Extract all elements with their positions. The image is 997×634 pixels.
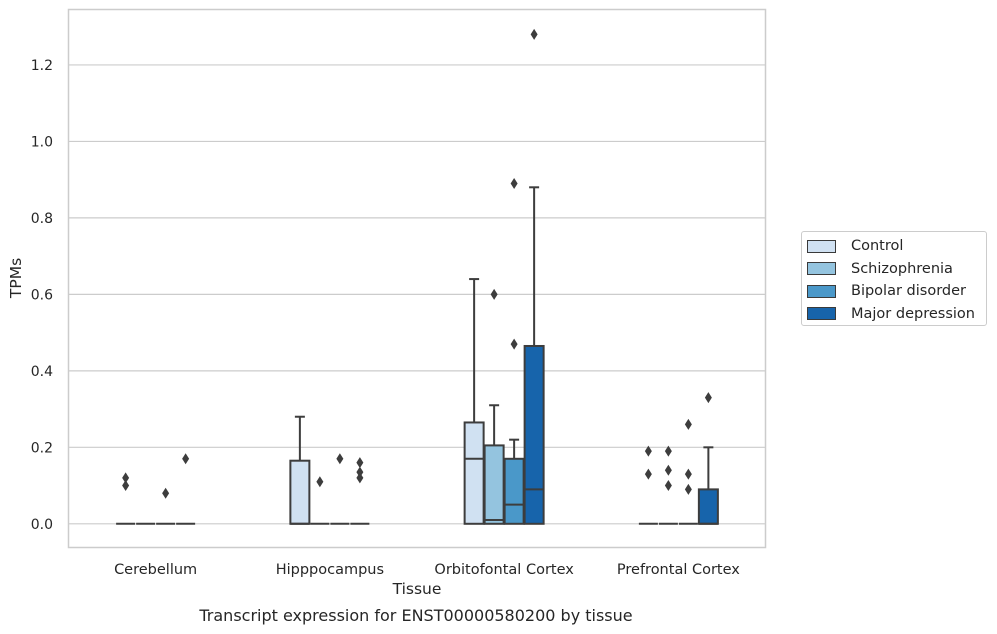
outlier-point <box>356 457 364 469</box>
legend-item-bipolar-disorder: Bipolar disorder <box>807 280 986 303</box>
x-tick-label: Cerebellum <box>114 562 197 578</box>
outlier-point <box>510 177 518 189</box>
legend-item-schizophrenia: Schizophrenia <box>807 258 986 281</box>
outlier-point <box>664 464 672 476</box>
outlier-point <box>490 288 498 300</box>
legend-label: Control <box>851 238 904 255</box>
y-tick-label: 1.0 <box>31 134 53 150</box>
outlier-point <box>336 453 344 465</box>
x-tick-label: Hipppocampus <box>276 562 384 578</box>
y-tick-label: 0.6 <box>31 287 53 303</box>
outlier-point <box>182 453 190 465</box>
box-body <box>483 444 505 525</box>
outlier-point <box>664 480 672 492</box>
x-tick-label: Prefrontal Cortex <box>617 562 740 578</box>
outlier-point <box>644 445 652 457</box>
y-tick-label: 1.2 <box>31 58 53 74</box>
outlier-point <box>684 483 692 495</box>
legend-swatch <box>807 239 836 253</box>
legend-label: Schizophrenia <box>851 260 953 277</box>
box-element <box>523 28 545 525</box>
box-element <box>638 445 658 525</box>
box-element <box>330 453 350 525</box>
y-axis-ticks: 0.0 0.2 0.4 0.6 0.8 1.0 1.2 <box>31 58 53 533</box>
legend-item-major-depression: Major depression <box>807 303 986 326</box>
legend: Control Schizophrenia Bipolar disorder M… <box>801 231 987 326</box>
legend-swatch <box>807 284 836 298</box>
box-element <box>678 418 698 525</box>
box-element <box>503 177 525 525</box>
y-tick-label: 0.2 <box>31 440 53 456</box>
outlier-point <box>704 392 712 404</box>
outlier-point <box>162 487 170 499</box>
box-body <box>289 459 311 525</box>
y-tick-label: 0.8 <box>31 211 53 227</box>
legend-item-control: Control <box>807 235 986 258</box>
box-element <box>156 487 176 525</box>
legend-label: Major depression <box>851 305 975 322</box>
box-body <box>523 344 545 525</box>
outlier-point <box>664 445 672 457</box>
box-series <box>116 28 719 525</box>
y-tick-label: 0.4 <box>31 364 53 380</box>
outlier-point <box>122 472 130 484</box>
box-body <box>503 457 525 525</box>
outlier-point <box>510 338 518 350</box>
outlier-point <box>644 468 652 480</box>
y-axis-label: TPMs <box>7 258 25 299</box>
outlier-point <box>530 28 538 40</box>
legend-label: Bipolar disorder <box>851 283 966 300</box>
box-body <box>463 421 485 525</box>
x-tick-label: Orbitofontal Cortex <box>434 562 574 578</box>
box-element <box>463 278 485 525</box>
box-body <box>697 488 719 525</box>
legend-swatch <box>807 262 836 276</box>
legend-swatch <box>807 307 836 321</box>
y-tick-label: 0.0 <box>31 517 53 533</box>
box-element <box>289 415 311 525</box>
box-element <box>697 392 719 525</box>
box-element <box>176 453 196 525</box>
outlier-point <box>356 466 364 478</box>
x-axis-label: Tissue <box>392 580 442 598</box>
x-axis-ticks: Cerebellum Hipppocampus Orbitofontal Corte… <box>114 562 740 578</box>
outlier-point <box>356 472 364 484</box>
outlier-point <box>684 468 692 480</box>
outlier-point <box>316 476 324 488</box>
box-element <box>310 476 330 525</box>
y-gridlines <box>68 64 766 525</box>
box-element <box>116 472 136 525</box>
chart-caption: Transcript expression for ENST0000058020… <box>199 606 633 625</box>
outlier-point <box>684 418 692 430</box>
box-element <box>350 457 370 525</box>
outlier-point <box>122 480 130 492</box>
box-element <box>658 445 678 525</box>
box-element <box>483 288 505 525</box>
plot-area-frame <box>67 8 767 549</box>
